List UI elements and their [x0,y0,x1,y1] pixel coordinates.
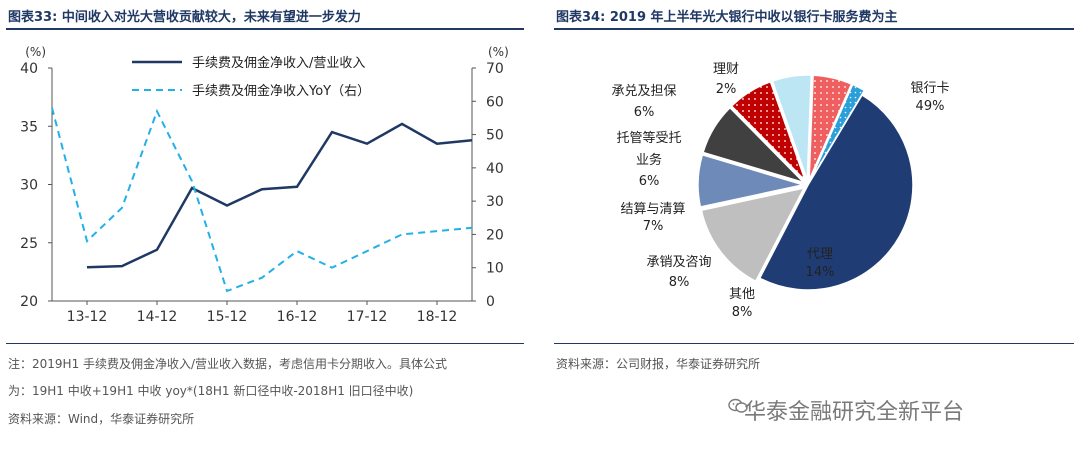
pie-slice-4 [702,106,805,184]
chart-source: 资料来源：Wind，华泰证券研究所 [8,412,195,426]
slice-name-label: 代理 [807,247,833,262]
left-tick-label: 30 [20,178,38,194]
slice-value-label: 6% [639,174,660,189]
pie-slice-2 [700,186,806,283]
slice-name-label: 银行卡 [910,81,949,96]
x-tick-label: 18-12 [417,309,458,325]
x-tick-label: 17-12 [347,309,388,325]
right-axis-unit: (%) [488,45,509,59]
watermark: 华泰金融研究全新平台 [744,400,965,425]
bottom-rule [554,343,1074,344]
pie-slice-1 [758,93,914,291]
slice-value-label: 14% [806,265,835,280]
x-tick-label: 16-12 [277,309,318,325]
slice-value-label: 7% [643,219,664,234]
right-tick-label: 10 [486,261,504,277]
pie-slice-3 [697,153,804,208]
chart-source: 资料来源：公司财报，华泰证券研究所 [556,357,761,371]
title-rule [6,28,524,30]
right-tick-label: 30 [486,194,504,210]
slice-name-label: 承销及咨询 [646,255,711,270]
left-tick-label: 40 [20,61,38,77]
slice-name-label: 承兑及担保 [611,84,676,99]
x-tick-label: 14-12 [137,309,178,325]
pie-slice-8 [809,83,866,181]
title-rule [554,28,1074,30]
pie-slice-5 [730,80,807,182]
right-tick-label: 40 [486,161,504,177]
pie-slice-7 [808,74,853,181]
bottom-rule [6,343,524,344]
figure-34-title: 图表34: 2019 年上半年光大银行中收以银行卡服务费为主 [556,10,898,25]
pie-slice-6 [771,74,813,181]
chart-note-line-1: 注：2019H1 手续费及佣金净收入/营业收入数据，考虑信用卡分期收入。具体公式 [8,357,448,371]
right-tick-label: 70 [486,61,504,77]
left-axis-unit: (%) [25,45,46,59]
slice-name-label: 理财 [713,62,739,77]
left-tick-label: 25 [20,236,38,252]
line-chart: (%) (%) 20 25 30 35 40 0 10 20 30 40 50 60 70 13-12 14-1… [20,45,509,325]
chart-note-line-2: 为：19H1 中收+19H1 中收 yoy*(18H1 新口径中收-2018H1… [8,384,414,398]
left-tick-label: 35 [20,119,38,135]
slice-name-line-1: 托管等受托 [616,130,681,146]
slice-name-line-2: 业务 [636,152,662,168]
x-tick-label: 15-12 [207,309,248,325]
slice-value-label: 49% [916,99,945,114]
slice-name-label: 结算与清算 [620,202,685,217]
slice-value-label: 8% [732,305,753,320]
wechat-icon [728,398,748,413]
series-line-2 [51,107,473,293]
legend-label-1: 手续费及佣金净收入/营业收入 [192,55,365,71]
x-tick-label: 13-12 [67,309,108,325]
left-figure-panel: 图表33: 中间收入对光大营收贡献较大，未来有望进一步发力 (%) (%) 20 25… [0,0,530,458]
legend-label-2: 手续费及佣金净收入YoY（右） [192,83,370,99]
series-line-1 [86,122,473,269]
right-tick-label: 0 [486,294,495,310]
slice-value-label: 6% [634,105,655,120]
figure-33-title: 图表33: 中间收入对光大营收贡献较大，未来有望进一步发力 [8,10,361,25]
slice-value-label: 8% [669,275,690,290]
slice-name-label: 其他 [729,287,755,302]
right-tick-label: 20 [486,227,504,243]
right-figure-panel: 图表34: 2019 年上半年光大银行中收以银行卡服务费为主 银行卡 49% 代理 1… [548,0,1080,458]
slice-value-label: 2% [716,82,737,97]
left-tick-label: 20 [20,294,38,310]
right-tick-label: 50 [486,128,504,144]
right-tick-label: 60 [486,94,504,110]
